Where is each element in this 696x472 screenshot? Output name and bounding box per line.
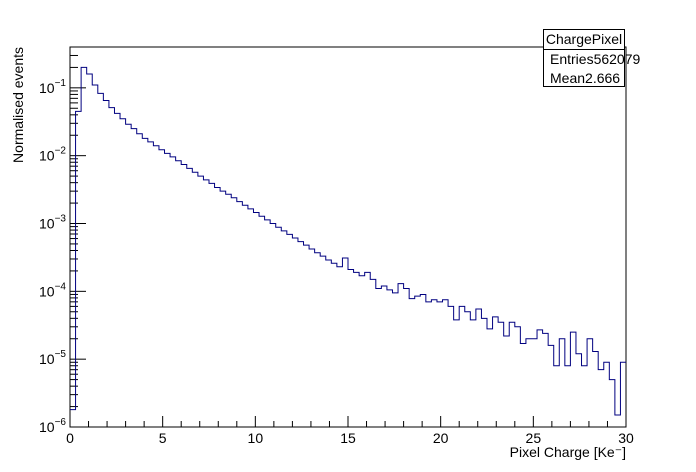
mean-value: 2.666	[585, 70, 621, 86]
histogram-series	[70, 66, 626, 416]
stats-title: ChargePixel	[544, 30, 624, 50]
y-tick-label: 10−3	[39, 214, 66, 232]
x-tick-label: 5	[159, 430, 167, 446]
y-tick-label: 10−6	[39, 417, 66, 435]
stats-mean-row: Mean 2.666	[544, 69, 624, 88]
x-tick-label: 10	[248, 430, 264, 446]
x-tick-label: 20	[433, 430, 449, 446]
x-tick-label: 30	[618, 430, 634, 446]
x-tick-label: 15	[340, 430, 356, 446]
x-tick-label: 0	[66, 430, 74, 446]
x-tick-label: 25	[526, 430, 542, 446]
y-tick-label: 10−1	[39, 78, 66, 96]
y-axis: 10−6 10−5 10−4 10−3 10−2 10−1	[39, 46, 86, 435]
x-axis-label: Pixel Charge [Ke⁻]	[510, 444, 626, 460]
y-axis-label: Normalised events	[10, 47, 26, 163]
entries-label: Entries	[550, 51, 594, 67]
y-tick-label: 10−2	[39, 146, 66, 164]
stats-box: ChargePixel Entries 562079 Mean 2.666	[543, 29, 640, 88]
x-axis: 0 5 10 15 20 25 30	[66, 416, 634, 446]
y-tick-label: 10−5	[39, 349, 66, 367]
mean-label: Mean	[550, 70, 586, 86]
y-tick-label: 10−4	[39, 281, 66, 299]
entries-value: 562079	[593, 51, 641, 67]
stats-entries-row: Entries 562079	[544, 50, 640, 69]
plot-frame	[69, 46, 627, 428]
